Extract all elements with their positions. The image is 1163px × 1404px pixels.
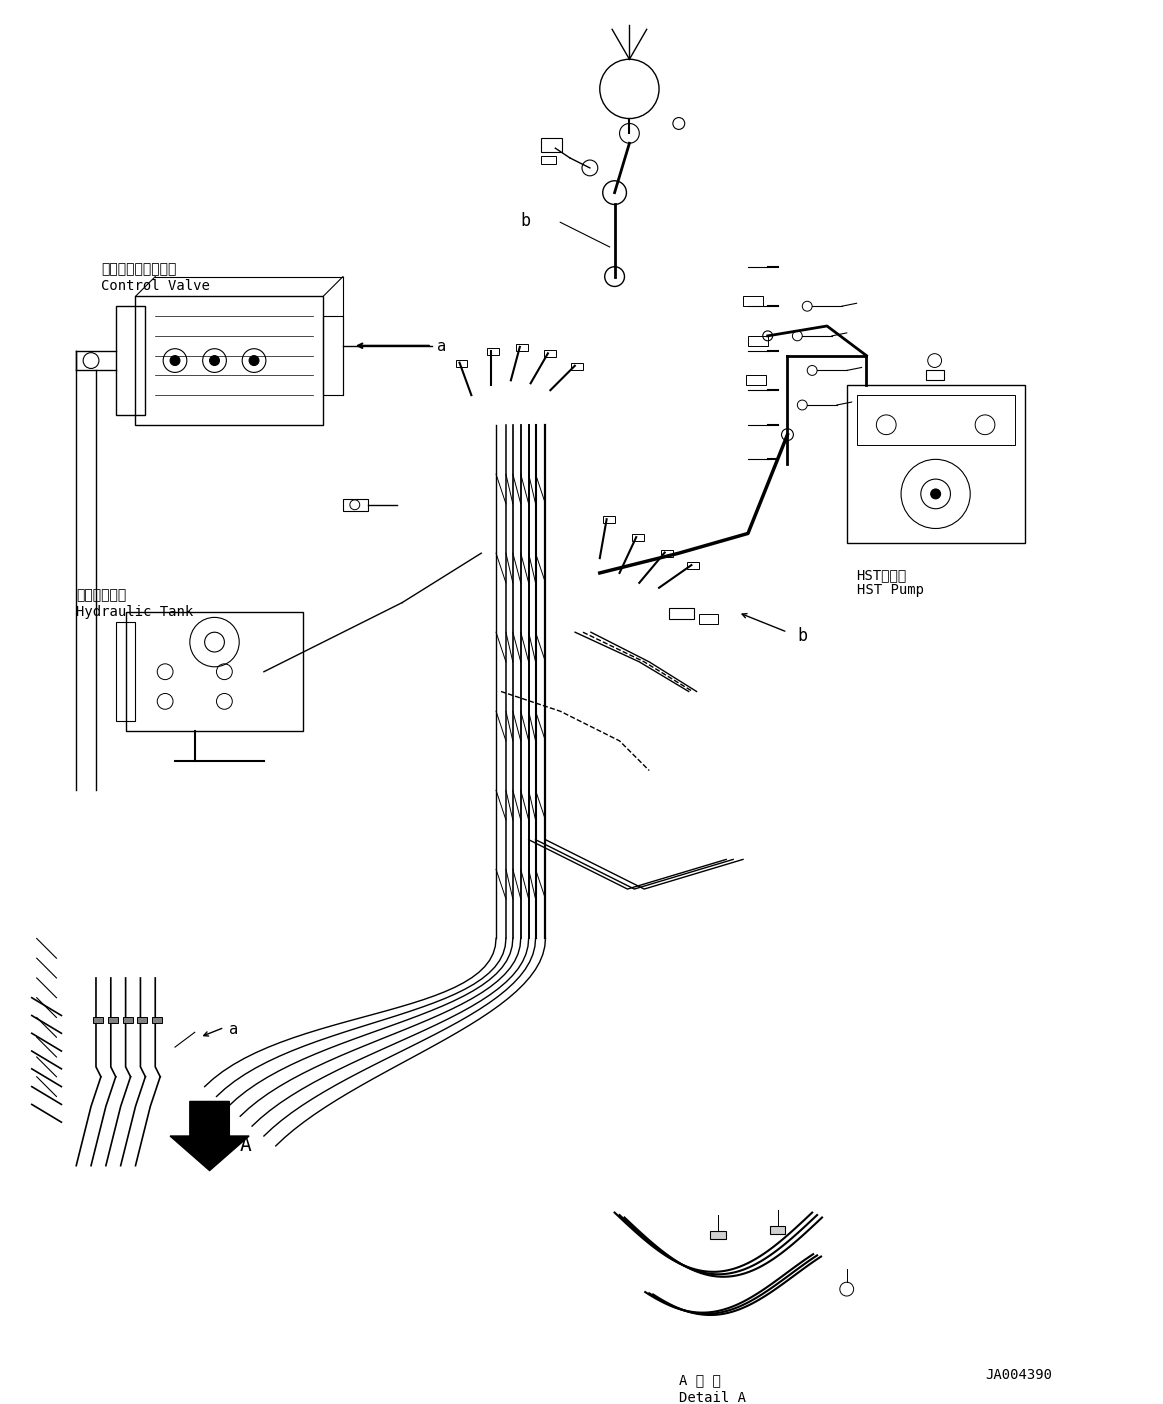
Text: 作動油タンク: 作動油タンク xyxy=(77,588,127,602)
Bar xyxy=(126,612,304,731)
Bar xyxy=(699,615,719,625)
Polygon shape xyxy=(170,1101,249,1171)
Bar xyxy=(116,306,145,416)
Text: Detail A: Detail A xyxy=(679,1391,745,1404)
Text: a: a xyxy=(437,338,445,354)
Bar xyxy=(137,1018,148,1024)
Bar xyxy=(857,395,1014,445)
Bar xyxy=(487,348,499,355)
Bar xyxy=(602,517,614,524)
Bar xyxy=(541,156,556,164)
Bar xyxy=(456,359,468,366)
Bar xyxy=(633,534,644,541)
Bar xyxy=(323,316,343,395)
Bar xyxy=(108,1018,117,1024)
Text: JA004390: JA004390 xyxy=(985,1367,1053,1382)
Circle shape xyxy=(249,355,259,365)
Bar xyxy=(116,622,136,722)
Text: a: a xyxy=(229,1022,238,1038)
Circle shape xyxy=(209,355,220,365)
Bar xyxy=(687,562,699,569)
Text: コントロールバルブ: コントロールバルブ xyxy=(101,261,177,275)
Bar xyxy=(661,549,672,556)
Bar xyxy=(136,296,323,425)
Circle shape xyxy=(930,489,941,498)
Text: A 詳 細: A 詳 細 xyxy=(679,1373,721,1387)
Text: b: b xyxy=(521,212,530,230)
Bar xyxy=(926,371,943,380)
Text: HSTポンプ: HSTポンプ xyxy=(857,569,907,583)
Bar xyxy=(541,139,562,152)
Bar xyxy=(152,1018,162,1024)
Bar xyxy=(748,336,768,345)
Circle shape xyxy=(170,355,180,365)
Bar xyxy=(122,1018,133,1024)
Bar xyxy=(770,1226,785,1234)
Text: b: b xyxy=(798,628,807,646)
Bar xyxy=(847,385,1025,543)
Bar xyxy=(93,1018,102,1024)
Bar xyxy=(745,375,765,385)
Bar xyxy=(343,498,368,511)
Text: A: A xyxy=(240,1136,251,1155)
Bar xyxy=(743,296,763,306)
Text: HST Pump: HST Pump xyxy=(857,583,923,597)
Text: Control Valve: Control Valve xyxy=(101,278,209,292)
Bar xyxy=(669,608,693,619)
Bar xyxy=(544,351,556,357)
Bar xyxy=(711,1231,726,1238)
Bar xyxy=(571,362,583,369)
Text: Hydraulic Tank: Hydraulic Tank xyxy=(77,605,193,619)
Bar xyxy=(516,344,528,351)
